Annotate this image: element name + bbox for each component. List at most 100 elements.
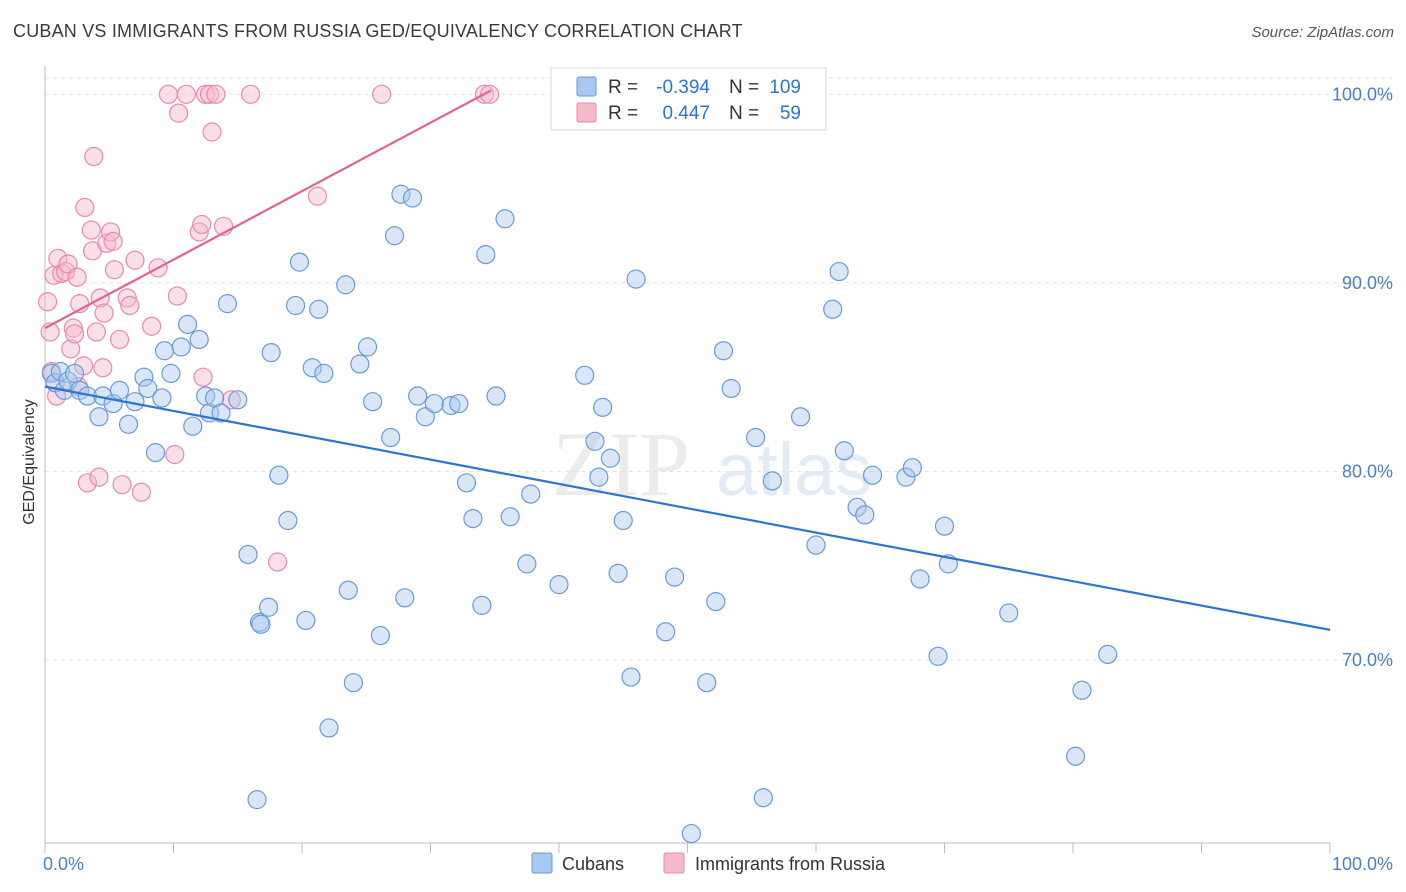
data-point bbox=[806, 535, 826, 555]
data-point bbox=[238, 544, 258, 565]
legend-r-label-russia: R = bbox=[608, 103, 638, 124]
data-point bbox=[89, 407, 109, 427]
data-point bbox=[169, 103, 189, 123]
data-point bbox=[109, 329, 130, 350]
correlation-legend: R = -0.394 N = 109 R = 0.447 N = 59 bbox=[550, 67, 827, 131]
data-point bbox=[319, 718, 339, 738]
y-tick-labels: 70.0% 80.0% 90.0% 100.0% bbox=[1332, 84, 1393, 670]
data-point bbox=[58, 254, 78, 274]
data-point bbox=[472, 595, 492, 615]
data-point bbox=[261, 343, 281, 363]
data-point bbox=[131, 482, 151, 502]
data-point bbox=[251, 614, 271, 634]
data-point bbox=[847, 497, 867, 517]
data-point bbox=[790, 407, 811, 427]
data-point bbox=[81, 220, 101, 240]
data-point bbox=[258, 597, 279, 617]
data-point bbox=[381, 427, 401, 448]
watermark-zip: ZIP bbox=[552, 413, 690, 515]
data-point bbox=[142, 316, 162, 336]
data-point bbox=[120, 295, 140, 316]
data-point bbox=[75, 197, 95, 218]
data-point bbox=[183, 416, 203, 436]
data-point bbox=[336, 275, 356, 295]
data-point bbox=[862, 465, 883, 485]
data-point bbox=[161, 363, 181, 384]
data-point bbox=[309, 299, 329, 319]
data-point bbox=[855, 505, 875, 525]
data-point bbox=[94, 303, 114, 323]
data-point bbox=[152, 388, 172, 408]
data-point bbox=[109, 380, 130, 400]
data-point bbox=[656, 622, 676, 642]
data-point bbox=[902, 458, 922, 478]
data-point bbox=[753, 788, 773, 808]
trend-line-cubans bbox=[44, 385, 1331, 631]
data-point bbox=[103, 231, 123, 251]
data-point bbox=[118, 414, 139, 434]
data-point bbox=[178, 314, 198, 334]
data-point bbox=[247, 790, 267, 810]
data-point bbox=[589, 467, 609, 487]
data-point bbox=[408, 386, 428, 406]
legend-n-value-russia: 59 bbox=[780, 103, 801, 124]
data-point bbox=[600, 448, 621, 468]
data-point bbox=[176, 84, 196, 104]
legend-n-value-cubans: 109 bbox=[769, 77, 801, 98]
bottom-legend-swatch-russia bbox=[663, 852, 685, 874]
data-point bbox=[486, 386, 506, 406]
y-axis-label: GED/Equivalency bbox=[21, 399, 38, 524]
data-point bbox=[896, 467, 916, 487]
data-point bbox=[343, 673, 363, 693]
legend-n-label-cubans: N = bbox=[729, 77, 759, 98]
data-point bbox=[206, 84, 226, 104]
bottom-legend-label-cubans: Cubans bbox=[562, 854, 624, 874]
data-point bbox=[391, 184, 411, 204]
x-tick-label-max: 100.0% bbox=[1332, 854, 1393, 874]
data-point bbox=[1065, 746, 1086, 766]
data-point bbox=[202, 122, 222, 142]
data-point bbox=[476, 244, 496, 265]
data-point bbox=[575, 365, 595, 385]
data-point bbox=[621, 667, 641, 687]
data-point bbox=[910, 569, 930, 589]
data-point bbox=[357, 337, 378, 357]
data-point bbox=[829, 261, 849, 282]
data-point bbox=[521, 484, 541, 504]
data-point bbox=[189, 329, 209, 350]
data-point bbox=[370, 625, 390, 646]
y-tick-label: 70.0% bbox=[1342, 650, 1393, 670]
data-point bbox=[77, 473, 98, 493]
data-point bbox=[424, 393, 444, 414]
data-point bbox=[241, 84, 261, 104]
data-point bbox=[285, 295, 306, 316]
data-point bbox=[1098, 644, 1118, 665]
data-point bbox=[517, 554, 537, 574]
data-point bbox=[267, 552, 288, 572]
data-point bbox=[500, 507, 520, 527]
data-point bbox=[158, 84, 178, 104]
y-tick-label: 100.0% bbox=[1332, 84, 1393, 104]
data-point bbox=[104, 260, 124, 280]
data-point bbox=[228, 390, 248, 410]
data-point bbox=[495, 209, 515, 229]
data-point bbox=[746, 427, 766, 448]
data-point bbox=[37, 292, 58, 312]
data-point bbox=[296, 610, 316, 631]
data-point bbox=[415, 407, 435, 427]
data-point bbox=[134, 367, 154, 387]
bottom-legend-label-russia: Immigrants from Russia bbox=[695, 854, 886, 874]
data-point bbox=[608, 563, 628, 583]
legend-r-value-cubans: -0.394 bbox=[656, 77, 710, 98]
data-point bbox=[307, 186, 328, 206]
source-credit: Source: ZipAtlas.com bbox=[1251, 24, 1394, 41]
data-point bbox=[1072, 680, 1092, 700]
y-tick-label: 80.0% bbox=[1342, 461, 1393, 481]
data-point bbox=[125, 250, 145, 270]
data-point bbox=[64, 363, 85, 384]
data-point bbox=[463, 509, 483, 529]
legend-swatch-russia bbox=[576, 102, 597, 123]
data-point bbox=[192, 214, 212, 235]
legend-n-label-russia: N = bbox=[729, 103, 759, 124]
